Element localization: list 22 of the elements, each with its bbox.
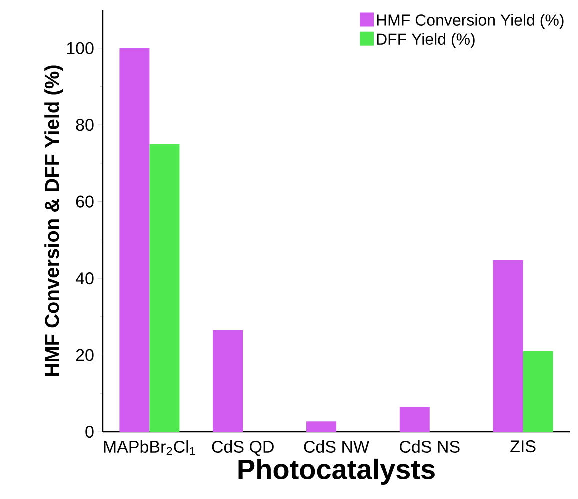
y-tick-label: 80	[76, 119, 94, 132]
bar	[306, 422, 336, 432]
x-tick-label: CdS NS	[400, 440, 460, 454]
bar	[523, 351, 554, 432]
x-tick-label: MAPbBr$_{2}$Cl$_{1}$	[104, 440, 196, 456]
x-axis-title: Photocatalysts	[238, 458, 435, 486]
bar	[213, 330, 244, 432]
bar	[120, 48, 150, 432]
y-tick-label: 40	[76, 272, 94, 285]
x-tick-label: ZIS	[510, 440, 536, 453]
legend-label: HMF Conversion Yield (%)	[377, 14, 564, 30]
legend-label: DFF Yield (%)	[377, 33, 475, 48]
bar	[150, 144, 180, 432]
x-tick-label: CdS NW	[304, 440, 370, 454]
x-tick-label: CdS QD	[212, 440, 274, 456]
y-tick-label: 0	[86, 426, 94, 438]
y-axis-title: HMF Conversion & DFF Yield (%)	[44, 66, 64, 376]
y-tick-label: 60	[76, 196, 94, 208]
y-tick-label: 100	[67, 42, 94, 54]
bar	[400, 407, 430, 432]
y-tick-label: 20	[76, 349, 94, 362]
bar	[493, 260, 524, 432]
